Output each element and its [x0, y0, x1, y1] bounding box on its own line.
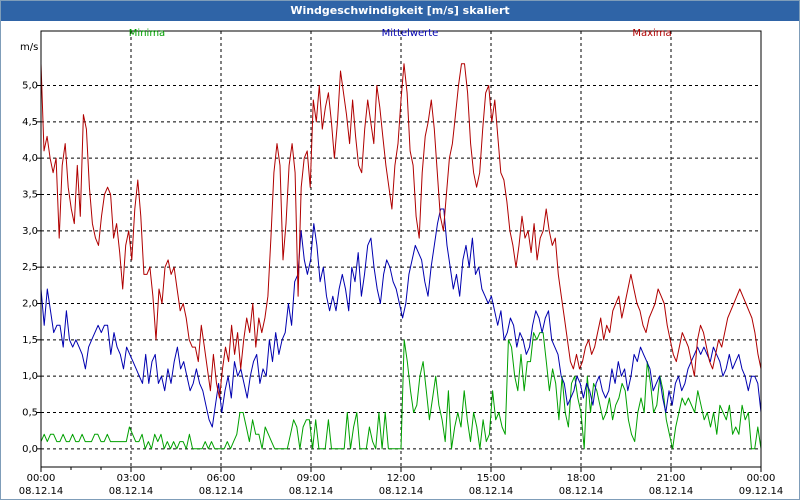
x-tick-time: 15:00 [477, 473, 506, 484]
x-tick-date: 08.12.14 [379, 486, 424, 497]
plot-frame [40, 30, 762, 468]
y-tick-label: 4,0 [22, 153, 38, 164]
y-tick-label: 1,5 [22, 335, 38, 346]
y-tick-label: 2,5 [22, 262, 38, 273]
x-tick-date: 08.12.14 [19, 486, 64, 497]
y-tick-label: 2,0 [22, 299, 38, 310]
x-tick-date: 08.12.14 [199, 486, 244, 497]
legend-mittelwerte: Mittelwerte [382, 28, 439, 39]
x-tick-time: 18:00 [567, 473, 596, 484]
x-tick-time: 00:00 [747, 473, 776, 484]
x-tick-date: 08.12.14 [559, 486, 604, 497]
series-line-minima [40, 332, 762, 450]
legend-minima: Minima [129, 28, 165, 39]
x-tick-time: 06:00 [207, 473, 236, 484]
y-axis-unit: m/s [20, 42, 38, 53]
x-tick-date: 09.12.14 [739, 486, 784, 497]
y-tick-label: 5,0 [22, 81, 38, 92]
x-tick-date: 08.12.14 [469, 486, 514, 497]
x-tick-date: 08.12.14 [649, 486, 694, 497]
legend-maxima: Maxima [632, 28, 671, 39]
y-tick-label: 1,0 [22, 371, 38, 382]
series-line-maxima [40, 63, 762, 399]
grid [41, 31, 761, 467]
x-tick-time: 21:00 [657, 473, 686, 484]
x-tick-time: 03:00 [117, 473, 146, 484]
y-tick-label: 3,0 [22, 226, 38, 237]
y-tick-label: 3,5 [22, 190, 38, 201]
x-tick-time: 00:00 [27, 473, 56, 484]
chart-title: Windgeschwindigkeit [m/s] skaliert [1, 1, 799, 21]
x-tick-date: 08.12.14 [289, 486, 334, 497]
x-tick-time: 09:00 [297, 473, 326, 484]
y-tick-label: 0,5 [22, 408, 38, 419]
x-tick-time: 12:00 [387, 473, 416, 484]
series-layer [40, 63, 762, 450]
axes: 0,0 0,5 1,0 1,5 2,0 2,5 3,0 3,5 4,0 4,5 5,0 00:00 08… [19, 30, 784, 497]
y-tick-label: 0,0 [22, 444, 38, 455]
wind-speed-chart: 0,0 0,5 1,0 1,5 2,0 2,5 3,0 3,5 4,0 4,5 5,0 00:00 08… [19, 28, 784, 497]
series-line-mittelwerte [40, 208, 762, 428]
y-tick-label: 4,5 [22, 117, 38, 128]
x-tick-date: 08.12.14 [109, 486, 154, 497]
